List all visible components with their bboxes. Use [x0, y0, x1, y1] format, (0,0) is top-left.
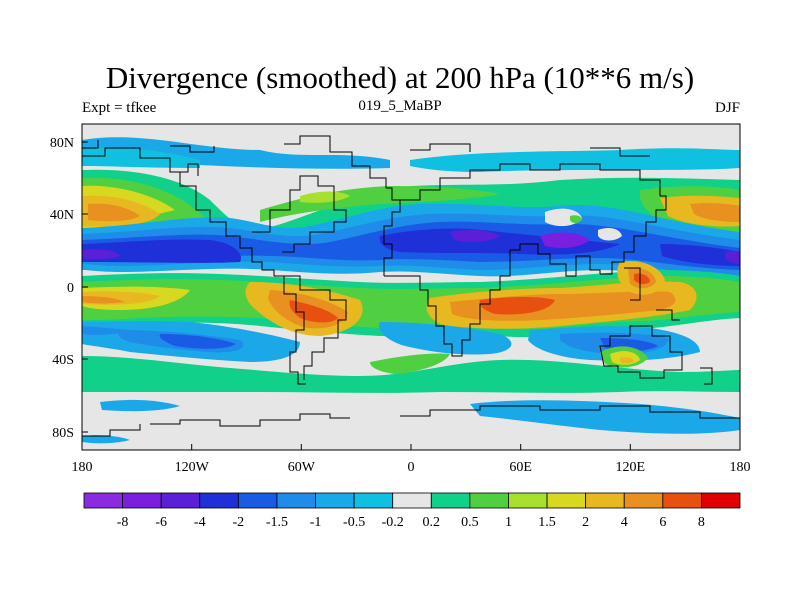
colorbar-swatch — [237, 492, 278, 509]
lon-tick-label: 180 — [730, 460, 751, 475]
colorbar-label: 8 — [698, 515, 705, 530]
lat-tick-label: 0 — [67, 281, 74, 296]
colorbar-swatch — [276, 492, 316, 509]
colorbar-label: 0.5 — [461, 515, 479, 530]
colorbar-swatch — [353, 492, 394, 509]
colorbar-label: 6 — [659, 515, 666, 530]
colorbar-swatch — [122, 492, 162, 509]
colorbar-label: -1.5 — [266, 515, 288, 530]
colorbar-swatch — [546, 492, 587, 509]
colorbar-label: 0.2 — [423, 515, 441, 530]
season-label: DJF — [714, 100, 740, 116]
colorbar-swatch — [623, 492, 664, 509]
lat-tick-label: 40S — [52, 353, 74, 368]
colorbar-label: -6 — [155, 515, 167, 530]
lat-tick-label: 80S — [52, 426, 74, 441]
colorbar-swatch — [430, 492, 471, 509]
experiment-label: Expt = tfkee — [82, 100, 157, 116]
colorbar-label: -2 — [233, 515, 245, 530]
colorbar-label: 4 — [621, 515, 628, 530]
colorbar-label: -1 — [310, 515, 322, 530]
colorbar-labels: -8 -6 -4 -2 -1.5 -1 -0.5 -0.2 0.2 0.5 1 1.5 2 4 6 8 — [117, 515, 705, 530]
colorbar — [83, 492, 741, 509]
colorbar-swatch — [392, 492, 432, 509]
lat-tick-labels: 80N 40N 0 40S 80S — [50, 136, 74, 441]
colorbar-swatch — [701, 492, 741, 509]
lon-tick-label: 60W — [288, 460, 316, 475]
colorbar-label: -8 — [117, 515, 129, 530]
lat-tick-label: 80N — [50, 136, 74, 151]
colorbar-label: -0.5 — [343, 515, 365, 530]
lon-tick-label: 60E — [509, 460, 532, 475]
map-title: Divergence (smoothed) at 200 hPa (10**6 … — [105, 60, 695, 95]
lon-tick-label: 180 — [72, 460, 93, 475]
lon-tick-label: 120E — [616, 460, 646, 475]
colorbar-label: 2 — [582, 515, 589, 530]
colorbar-label: -4 — [194, 515, 206, 530]
case-label: 019_5_MaBP — [358, 98, 442, 114]
colorbar-label: 1.5 — [538, 515, 556, 530]
lon-tick-marks — [81, 444, 741, 450]
lon-tick-label: 0 — [408, 460, 415, 475]
colorbar-swatch — [83, 492, 123, 509]
lon-tick-labels: 180 120W 60W 0 60E 120E 180 — [72, 460, 751, 475]
colorbar-swatch — [469, 492, 509, 509]
lat-tick-label: 40N — [50, 208, 74, 223]
colorbar-swatch — [662, 492, 702, 509]
colorbar-label: -0.2 — [382, 515, 404, 530]
colorbar-swatch — [315, 492, 355, 509]
colorbar-label: 1 — [505, 515, 512, 530]
divergence-field — [82, 124, 740, 450]
lat-tick-marks — [82, 141, 88, 433]
colorbar-swatch — [199, 492, 239, 509]
colorbar-swatch — [160, 492, 201, 509]
lon-tick-label: 120W — [175, 460, 210, 475]
colorbar-swatch — [585, 492, 625, 509]
colorbar-swatch — [508, 492, 548, 509]
coastlines — [82, 135, 740, 437]
